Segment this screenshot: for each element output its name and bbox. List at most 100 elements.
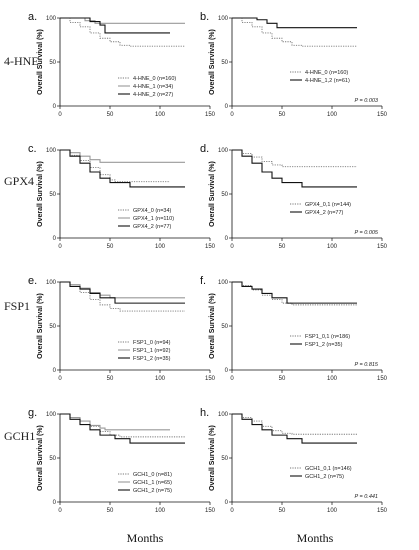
legend-entry: GPX4_0,1 (n=144) [305, 202, 351, 208]
row-label-4hne: 4-HNE [4, 54, 39, 68]
panel-letter: c. [28, 143, 37, 155]
x-tick-label: 100 [155, 244, 166, 250]
x-tick-label: 0 [230, 244, 234, 250]
y-tick-label: 100 [46, 16, 57, 22]
series-line-1 [60, 17, 185, 24]
series-line-0 [60, 17, 185, 47]
series-line-0 [232, 149, 357, 168]
x-tick-label: 0 [58, 244, 62, 250]
y-axis-title: Overall Survival (%) [209, 425, 216, 491]
x-tick-label: 50 [107, 244, 114, 250]
y-tick-label: 50 [49, 192, 56, 198]
x-tick-label: 150 [377, 508, 388, 514]
series-line-0 [232, 17, 357, 47]
x-tick-label: 100 [327, 508, 338, 514]
p-value-label: P = 0.003 [355, 98, 379, 104]
series-line-1 [232, 413, 357, 444]
legend-entry: GCH1_2 (n=75) [305, 474, 344, 480]
panel-letter: h. [200, 407, 209, 419]
y-tick-label: 100 [218, 148, 229, 154]
x-tick-label: 0 [58, 376, 62, 382]
x-tick-label: 100 [155, 508, 166, 514]
y-tick-label: 100 [218, 16, 229, 22]
legend-entry: FSP1_2 (n=35) [305, 342, 343, 348]
panels: a. 0 50 100 0 50 100 150 Overall Survival (%) 4-H… [28, 11, 388, 514]
legend-entry: FSP1_1 (n=92) [133, 348, 171, 354]
y-tick-label: 0 [225, 236, 229, 242]
series-line-1 [232, 281, 357, 304]
legend-entry: GCH1_1 (n=65) [133, 480, 172, 486]
series-line-1 [232, 149, 357, 188]
panel-g: g. 0 50 100 0 50 100 150 Overall Survival (%) GCH… [28, 407, 216, 514]
x-tick-label: 50 [279, 244, 286, 250]
legend-entry: GCH1_0,1 (n=146) [305, 466, 352, 472]
row-label-gpx4: GPX4 [4, 174, 34, 188]
series-line-2 [60, 149, 185, 188]
y-axis-title: Overall Survival (%) [209, 293, 216, 359]
panel-letter: d. [200, 143, 209, 155]
y-tick-label: 50 [49, 324, 56, 330]
x-tick-label: 50 [279, 376, 286, 382]
legend-entry: 4-HNE_1,2 (n=61) [305, 78, 350, 84]
panel-f: f. 0 50 100 0 50 100 150 Overall Survival (%) FSP… [200, 275, 388, 382]
y-tick-label: 0 [53, 236, 57, 242]
x-tick-label: 150 [377, 376, 388, 382]
series-line-1 [60, 413, 170, 431]
y-axis-title: Overall Survival (%) [37, 29, 44, 95]
legend-entry: GPX4_0 (n=34) [133, 208, 172, 214]
panel-letter: g. [28, 407, 37, 419]
x-tick-label: 100 [155, 376, 166, 382]
y-tick-label: 50 [49, 60, 56, 66]
panel-b: b. 0 50 100 0 50 100 150 Overall Survival (%) 4-H… [200, 11, 388, 118]
panel-letter: a. [28, 11, 37, 23]
legend-entry: FSP1_2 (n=35) [133, 356, 171, 362]
y-axis-title: Overall Survival (%) [37, 293, 44, 359]
y-tick-label: 50 [221, 60, 228, 66]
y-tick-label: 0 [225, 500, 229, 506]
legend-entry: 4-HNE_1 (n=34) [133, 84, 173, 90]
y-tick-label: 100 [46, 280, 57, 286]
x-tick-label: 150 [205, 508, 216, 514]
y-tick-label: 100 [46, 148, 57, 154]
legend-entry: GPX4_2 (n=77) [133, 224, 172, 230]
row-label-gch1: GCH1 [4, 429, 35, 443]
x-tick-label: 150 [205, 112, 216, 118]
panel-letter: b. [200, 11, 209, 23]
series-line-0 [232, 413, 357, 435]
legend-entry: 4-HNE_0 (n=160) [133, 76, 176, 82]
series-line-2 [60, 413, 185, 444]
series-line-0 [60, 281, 185, 312]
y-tick-label: 100 [46, 412, 57, 418]
y-tick-label: 0 [53, 500, 57, 506]
x-axis-title-right: Months [297, 531, 334, 545]
legend-entry: 4-HNE_2 (n=27) [133, 92, 173, 98]
y-tick-label: 0 [225, 104, 229, 110]
legend-entry: GCH1_2 (n=75) [133, 488, 172, 494]
legend-entry: FSP1_0,1 (n=186) [305, 334, 350, 340]
x-tick-label: 0 [58, 508, 62, 514]
x-tick-label: 0 [230, 376, 234, 382]
y-tick-label: 50 [221, 324, 228, 330]
x-tick-label: 150 [205, 244, 216, 250]
x-tick-label: 0 [230, 508, 234, 514]
series-line-2 [60, 281, 185, 304]
y-tick-label: 100 [218, 412, 229, 418]
x-tick-label: 100 [327, 244, 338, 250]
series-line-2 [60, 17, 170, 34]
y-tick-label: 100 [218, 280, 229, 286]
legend-entry: GPX4_1 (n=110) [133, 216, 174, 222]
legend-entry: GPX4_2 (n=77) [305, 210, 344, 216]
series-line-0 [60, 149, 170, 183]
p-value-label: P = 0.005 [355, 230, 379, 236]
p-value-label: P = 0.815 [355, 362, 379, 368]
series-line-1 [232, 17, 357, 29]
y-tick-label: 50 [221, 192, 228, 198]
y-tick-label: 0 [53, 368, 57, 374]
x-tick-label: 150 [205, 376, 216, 382]
x-tick-label: 150 [377, 244, 388, 250]
x-axis-title-left: Months [127, 531, 164, 545]
y-axis-title: Overall Survival (%) [37, 425, 44, 491]
x-tick-label: 50 [107, 508, 114, 514]
x-tick-label: 50 [279, 112, 286, 118]
legend-entry: 4-HNE_0 (n=160) [305, 70, 348, 76]
